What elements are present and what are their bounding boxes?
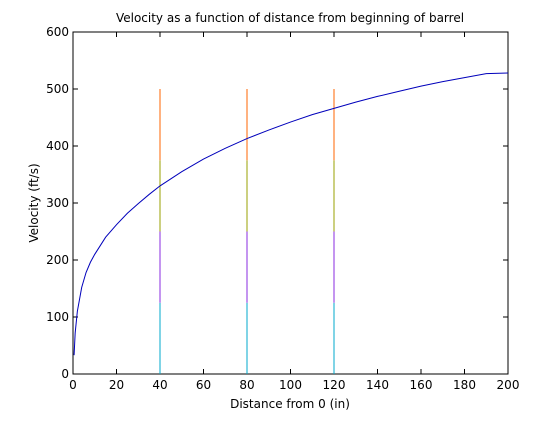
- x-tick-label: 180: [453, 378, 476, 392]
- y-tick-label: 0: [61, 367, 69, 381]
- plot-area: 0 20 40 60 80 100 120 140 160 180 200 0 100 200 300 400…: [46, 25, 519, 392]
- y-tick-label: 600: [46, 25, 69, 39]
- x-tick-label: 100: [279, 378, 302, 392]
- x-tick-label: 0: [69, 378, 77, 392]
- x-tick-label: 20: [109, 378, 124, 392]
- x-tick-label: 80: [239, 378, 254, 392]
- y-tick-label: 400: [46, 139, 69, 153]
- x-tick-label: 40: [152, 378, 167, 392]
- x-tick-label: 140: [366, 378, 389, 392]
- chart-title: Velocity as a function of distance from …: [116, 11, 464, 25]
- x-tick-label: 160: [410, 378, 433, 392]
- velocity-curve: [73, 72, 509, 356]
- y-tick-label: 200: [46, 253, 69, 267]
- y-axis-label: Velocity (ft/s): [27, 163, 41, 242]
- y-tick-label: 500: [46, 82, 69, 96]
- x-tick-label: 60: [196, 378, 211, 392]
- y-tick-label: 100: [46, 310, 69, 324]
- x-tick-label: 200: [497, 378, 520, 392]
- x-tick-label: 120: [323, 378, 346, 392]
- x-axis-label: Distance from 0 (in): [230, 397, 350, 411]
- y-tick-label: 300: [46, 196, 69, 210]
